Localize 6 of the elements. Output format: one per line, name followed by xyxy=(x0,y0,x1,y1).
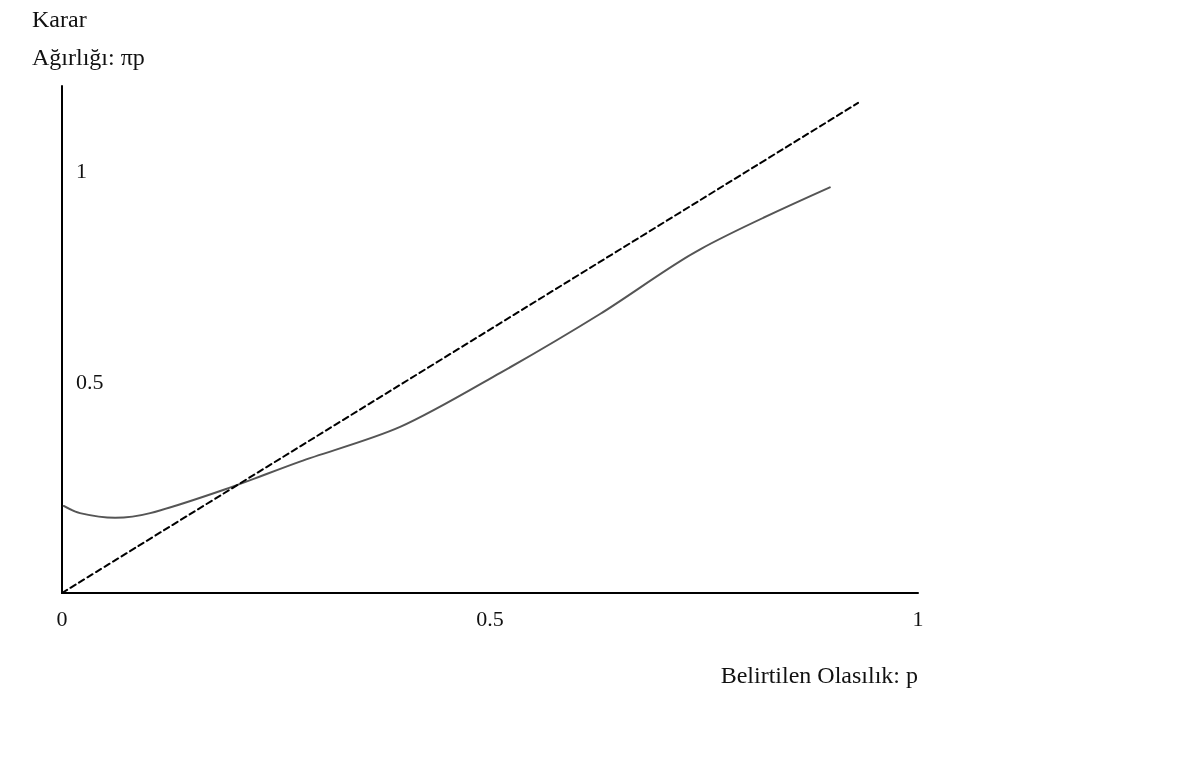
x-tick-label: 1 xyxy=(912,605,924,631)
line-series xyxy=(62,186,831,519)
x-axis-title: Belirtilen Olasılık: p xyxy=(720,662,918,688)
x-tick-label: 0.5 xyxy=(476,605,504,631)
x-tick-label: 0 xyxy=(56,605,68,631)
y-axis-title: Karar Ağırlığı: πp xyxy=(32,6,145,70)
